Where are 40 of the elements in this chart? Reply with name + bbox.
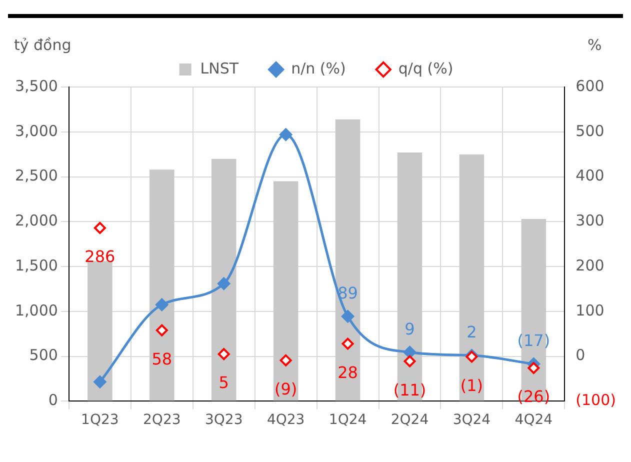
- y-tick-label: 3,500: [14, 76, 58, 95]
- data-label: (1): [460, 376, 484, 395]
- y2-axis-title: %: [588, 36, 602, 54]
- x-tick-label: 3Q24: [452, 412, 491, 428]
- y2-tick-label: 100: [576, 301, 604, 320]
- y-tick-label: 1,000: [14, 301, 58, 320]
- y-tick-label: 0: [48, 391, 58, 410]
- data-label: (26): [517, 387, 550, 406]
- x-tick-label: 1Q23: [81, 412, 119, 428]
- legend-label: n/n (%): [291, 59, 346, 78]
- y2-tick-label: 500: [576, 122, 604, 140]
- legend-label: LNST: [200, 59, 240, 78]
- y-axis-title: tỷ đồng: [14, 36, 72, 54]
- y-tick-label: 3,000: [14, 122, 58, 140]
- data-label: 2: [466, 322, 477, 342]
- data-label: 58: [152, 349, 172, 368]
- y-tick-label: 2,000: [14, 212, 58, 230]
- data-label: 286: [84, 247, 116, 266]
- x-tick-label: 4Q23: [266, 412, 305, 428]
- data-label: (9): [274, 380, 298, 399]
- y2-tick-label: 0: [576, 346, 586, 364]
- data-label: (17): [517, 331, 550, 350]
- x-tick-label: 1Q24: [328, 412, 367, 428]
- x-tick-label: 2Q23: [143, 412, 181, 428]
- y-tick-label: 2,500: [14, 166, 58, 185]
- x-tick-label: 2Q24: [390, 412, 429, 428]
- data-label: 9: [404, 319, 415, 338]
- data-label: 28: [338, 362, 358, 382]
- data-label: (11): [393, 380, 426, 400]
- y2-tick-label: 300: [576, 212, 604, 230]
- y2-tick-label: 600: [576, 76, 604, 95]
- legend-label: q/q (%): [398, 59, 454, 78]
- data-label: 5: [218, 373, 229, 392]
- x-tick-label: 3Q23: [204, 412, 243, 428]
- y-tick-label: 1,500: [14, 256, 58, 274]
- y2-tick-label: (100): [576, 391, 616, 410]
- y2-tick-label: 200: [576, 256, 604, 274]
- x-tick-label: 4Q24: [514, 412, 553, 428]
- y2-tick-label: 400: [576, 166, 604, 185]
- y-tick-label: 500: [29, 346, 58, 364]
